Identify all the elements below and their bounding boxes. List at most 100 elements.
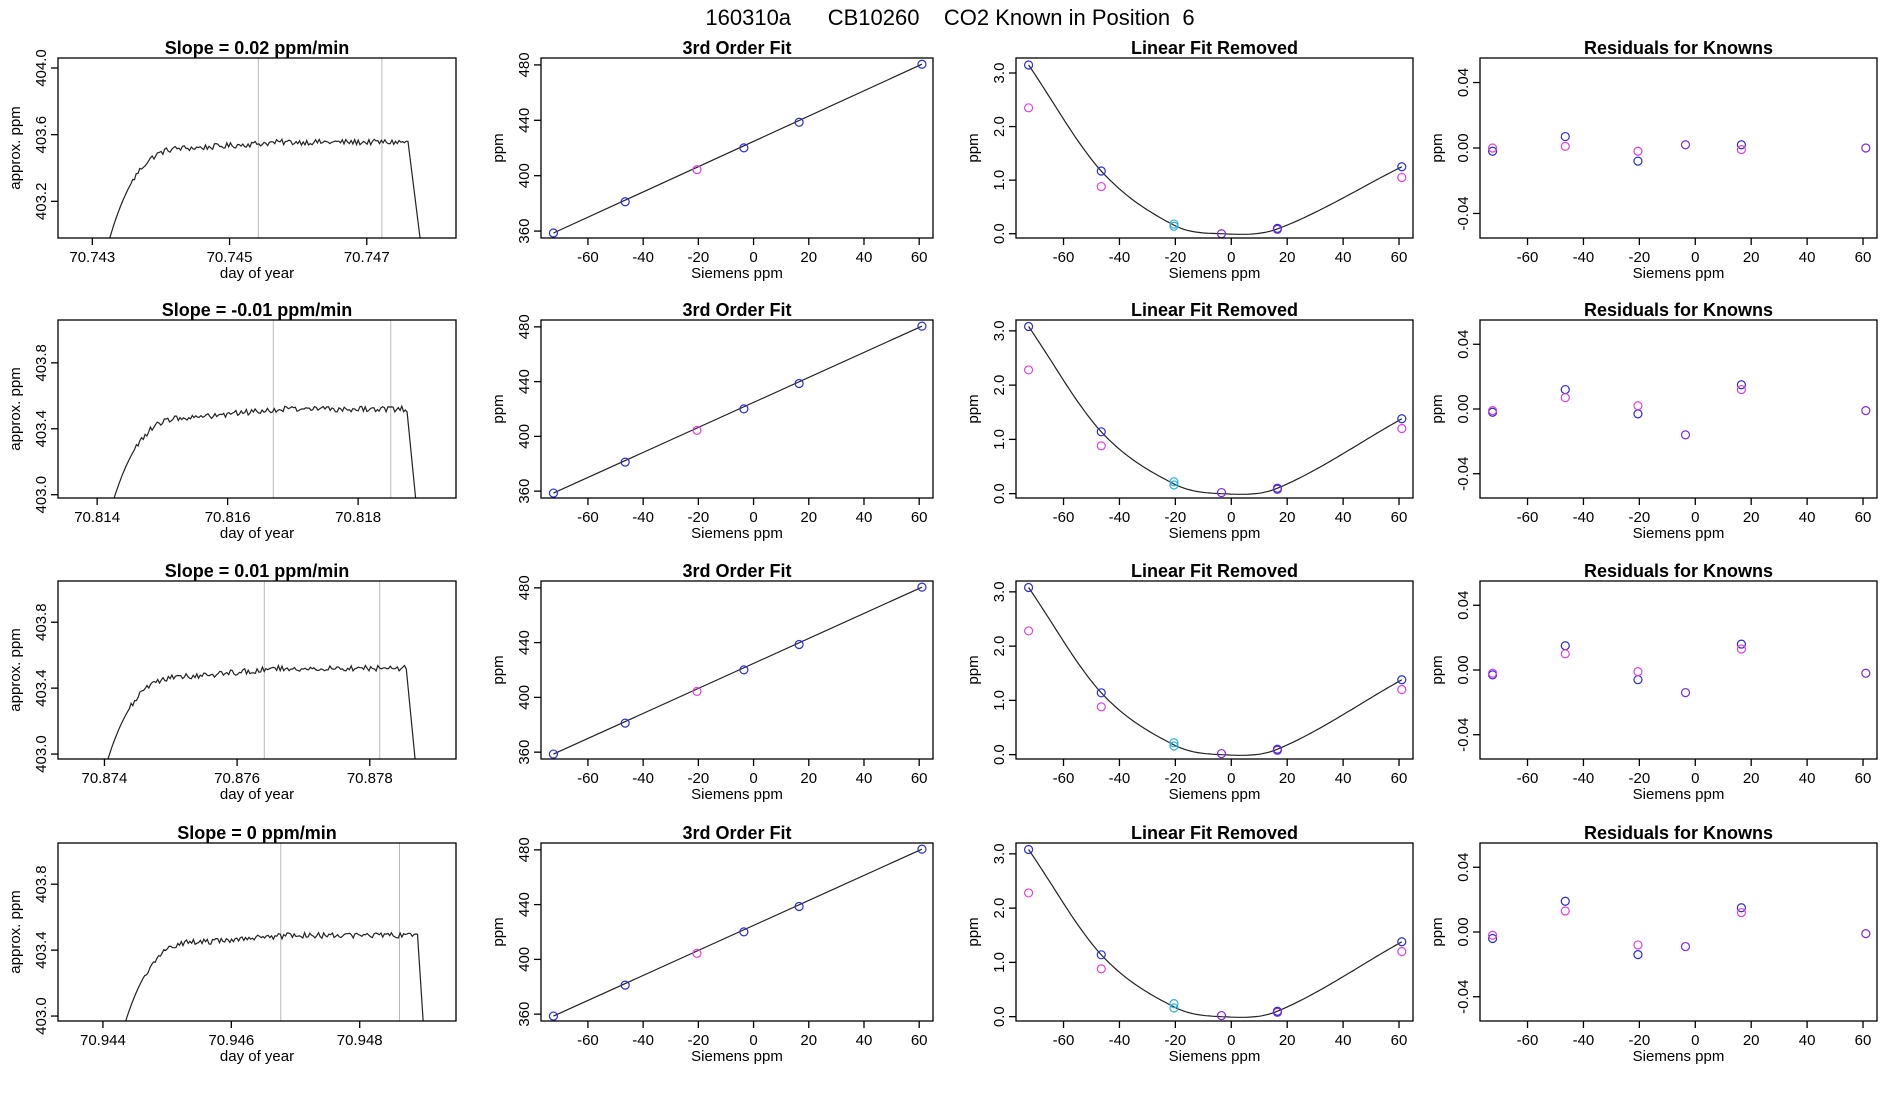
data-point [1487, 930, 1498, 940]
x-tick-label: -40 [632, 1032, 654, 1049]
y-tick-label: 400 [516, 424, 533, 449]
data-point [1680, 688, 1691, 698]
data-point [620, 457, 630, 467]
data-point [1023, 321, 1034, 332]
x-tick-label: 20 [1279, 770, 1296, 787]
data-point [1096, 702, 1106, 712]
data-point [548, 1011, 559, 1021]
x-tick-label: 60 [1391, 1032, 1408, 1049]
x-tick-label: -40 [1109, 509, 1131, 526]
x-tick-label: 60 [1855, 770, 1872, 787]
x-tick-label: 40 [1799, 249, 1816, 266]
x-tick-label: -20 [1165, 770, 1187, 787]
data-point [692, 948, 702, 958]
panel-r2-c2: 3rd Order Fit -60 -40 -20 0 20 40 60 360 400 440 48… [490, 300, 934, 542]
plot-area [1487, 639, 1871, 698]
x-tick-label: -20 [1629, 249, 1651, 266]
panel-title: Linear Fit Removed [1131, 300, 1298, 320]
y-axis-label: approx. ppm [7, 628, 24, 711]
data-point [1560, 384, 1570, 395]
plot-area [1487, 896, 1871, 960]
y-tick-label: 0.00 [1455, 655, 1472, 684]
x-tick-label: 70.946 [208, 1032, 254, 1049]
panel-r1-c3: Linear Fit Removed -60 -40 -20 0 20 40 60 0.0 1.0… [965, 38, 1414, 282]
y-tick-label: 0.04 [1455, 68, 1472, 97]
x-tick-label: -20 [688, 509, 710, 526]
data-point [1096, 688, 1106, 698]
x-tick-label: -60 [1517, 249, 1539, 266]
data-point [1560, 906, 1570, 916]
panel-title: 3rd Order Fit [682, 561, 791, 581]
y-tick-label: 3.0 [991, 581, 1008, 602]
y-tick-label: 0.0 [991, 1006, 1008, 1027]
data-point [739, 143, 749, 153]
panel-title: Residuals for Knowns [1584, 561, 1773, 581]
plot-area [1023, 60, 1407, 238]
data-point [692, 425, 702, 435]
panel-title: Slope = 0.02 ppm/min [165, 38, 350, 58]
data-point [620, 718, 630, 728]
y-axis-label: ppm [965, 133, 982, 162]
x-axis-label: Siemens ppm [691, 1048, 783, 1065]
panel-title: Linear Fit Removed [1131, 561, 1298, 581]
data-point [1680, 430, 1691, 440]
data-point [1736, 145, 1747, 155]
x-tick-label: -60 [577, 509, 599, 526]
x-tick-label: 70.747 [344, 249, 390, 266]
y-tick-label: 360 [516, 219, 533, 244]
data-point [1736, 380, 1747, 390]
plot-frame [540, 580, 934, 760]
x-tick-label: -40 [1573, 1032, 1595, 1049]
y-tick-label: 440 [516, 630, 533, 655]
data-point [548, 749, 559, 759]
data-point [1023, 888, 1034, 898]
plot-area [107, 581, 416, 759]
data-point [739, 404, 749, 414]
y-axis-label: approx. ppm [7, 367, 24, 450]
data-point [1487, 143, 1498, 153]
x-tick-label: 60 [911, 1032, 928, 1049]
panel-title: Slope = 0 ppm/min [177, 823, 337, 843]
data-point [1272, 745, 1283, 755]
data-point [1560, 131, 1570, 142]
plot-frame [1015, 57, 1414, 239]
y-tick-label: 1.0 [991, 429, 1008, 450]
x-tick-label: 20 [1279, 509, 1296, 526]
x-tick-label: -60 [1053, 249, 1075, 266]
x-tick-label: 60 [911, 509, 928, 526]
x-tick-label: -60 [577, 249, 599, 266]
plot-frame [1015, 580, 1414, 760]
x-tick-label: 20 [800, 770, 817, 787]
concentration-trace [113, 404, 417, 498]
x-axis-label: Siemens ppm [1169, 525, 1261, 542]
y-tick-label: 480 [516, 52, 533, 77]
panel-title: Residuals for Knowns [1584, 38, 1773, 58]
y-tick-label: 1.0 [991, 170, 1008, 191]
x-tick-label: 60 [1391, 509, 1408, 526]
y-tick-label: 1.0 [991, 952, 1008, 973]
plot-frame [1479, 580, 1878, 760]
y-tick-label: 0.04 [1455, 591, 1472, 620]
y-tick-label: 403.8 [33, 865, 50, 903]
x-tick-label: 70.878 [347, 770, 393, 787]
data-point [1169, 1003, 1179, 1013]
x-tick-label: 40 [856, 1032, 873, 1049]
panel-r3-c1: Slope = 0.01 ppm/min 70.874 70.876 70.878 40… [7, 561, 457, 803]
x-tick-label: -60 [1053, 770, 1075, 787]
data-point [1633, 675, 1643, 685]
y-tick-label: 400 [516, 685, 533, 710]
data-point [1096, 441, 1106, 451]
data-point [1487, 406, 1498, 416]
plot-area [548, 844, 927, 1021]
y-tick-label: -0.04 [1455, 980, 1472, 1014]
data-point [1633, 940, 1643, 950]
x-tick-label: 20 [800, 249, 817, 266]
y-tick-label: 3.0 [991, 63, 1008, 84]
data-point [1096, 181, 1106, 192]
x-tick-label: 70.745 [207, 249, 253, 266]
data-point [1487, 146, 1498, 156]
data-point [1397, 423, 1407, 434]
data-point [1397, 684, 1407, 695]
data-point [1861, 143, 1871, 153]
